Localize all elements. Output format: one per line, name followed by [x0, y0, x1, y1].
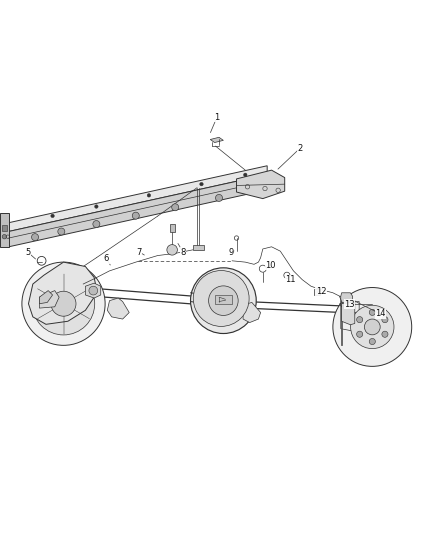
Circle shape [32, 272, 95, 335]
Circle shape [357, 331, 363, 337]
Circle shape [32, 233, 39, 240]
Polygon shape [39, 290, 53, 304]
Polygon shape [237, 170, 285, 199]
Circle shape [382, 317, 388, 322]
Circle shape [132, 212, 139, 219]
Polygon shape [107, 298, 129, 319]
Text: 7: 7 [137, 247, 142, 256]
Circle shape [51, 291, 76, 316]
Polygon shape [341, 298, 342, 345]
Text: 13: 13 [344, 300, 355, 309]
Polygon shape [0, 213, 9, 247]
Polygon shape [314, 289, 320, 295]
Circle shape [369, 309, 375, 316]
Text: 14: 14 [375, 309, 385, 318]
Polygon shape [39, 290, 59, 308]
Circle shape [147, 193, 151, 197]
Circle shape [382, 331, 388, 337]
Circle shape [191, 268, 256, 334]
Circle shape [58, 228, 65, 235]
Text: 8: 8 [180, 247, 186, 256]
Polygon shape [9, 166, 267, 231]
Polygon shape [342, 302, 355, 325]
Text: 9: 9 [229, 247, 234, 256]
Text: 10: 10 [265, 261, 276, 270]
Circle shape [89, 286, 98, 295]
Polygon shape [341, 293, 353, 304]
Circle shape [22, 262, 105, 345]
Circle shape [364, 319, 380, 335]
Polygon shape [9, 174, 267, 247]
Circle shape [193, 271, 249, 326]
Circle shape [93, 221, 100, 228]
Polygon shape [210, 138, 223, 142]
Text: 5: 5 [25, 247, 30, 256]
Circle shape [350, 305, 394, 349]
Circle shape [51, 214, 54, 217]
Text: 1: 1 [214, 113, 219, 122]
Text: 11: 11 [285, 275, 296, 284]
Circle shape [244, 173, 247, 176]
Polygon shape [28, 262, 96, 324]
Circle shape [172, 204, 179, 211]
Circle shape [2, 235, 7, 239]
Polygon shape [215, 295, 232, 304]
Text: 6: 6 [104, 254, 109, 263]
Polygon shape [243, 302, 261, 322]
Polygon shape [2, 225, 7, 231]
Circle shape [208, 286, 238, 316]
Circle shape [215, 195, 223, 201]
Circle shape [357, 317, 363, 322]
Bar [193, 245, 204, 250]
Text: 12: 12 [316, 287, 326, 296]
Circle shape [333, 287, 412, 366]
Circle shape [200, 182, 203, 186]
Circle shape [369, 338, 375, 345]
Text: 2: 2 [297, 144, 303, 153]
Circle shape [95, 205, 98, 208]
Bar [170, 223, 175, 232]
Polygon shape [85, 283, 101, 298]
Circle shape [167, 245, 177, 255]
